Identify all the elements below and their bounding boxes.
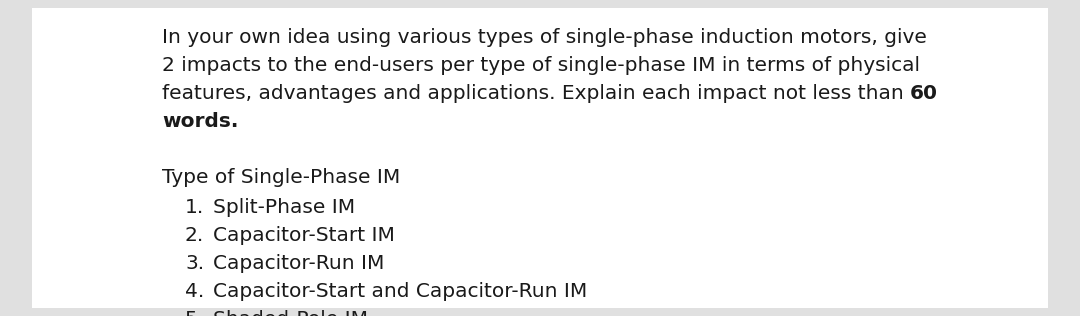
Text: In your own idea using various types of single-phase induction motors, give: In your own idea using various types of … [162,28,927,47]
Text: 3.: 3. [185,254,204,273]
Text: words.: words. [162,112,239,131]
Text: features, advantages and applications. Explain each impact not less than: features, advantages and applications. E… [162,84,910,103]
Text: 60: 60 [910,84,939,103]
Text: Split-Phase IM: Split-Phase IM [213,198,355,217]
Text: Type of Single-Phase IM: Type of Single-Phase IM [162,168,401,187]
Text: 4.: 4. [185,282,204,301]
Text: 5.: 5. [185,310,204,316]
Text: 1.: 1. [185,198,204,217]
Text: 2 impacts to the end-users per type of single-phase IM in terms of physical: 2 impacts to the end-users per type of s… [162,56,920,75]
Text: Capacitor-Start and Capacitor-Run IM: Capacitor-Start and Capacitor-Run IM [213,282,588,301]
Text: Shaded-Pole IM: Shaded-Pole IM [213,310,368,316]
Text: 2.: 2. [185,226,204,245]
FancyBboxPatch shape [32,8,1048,308]
Text: Capacitor-Run IM: Capacitor-Run IM [213,254,384,273]
Text: Capacitor-Start IM: Capacitor-Start IM [213,226,395,245]
